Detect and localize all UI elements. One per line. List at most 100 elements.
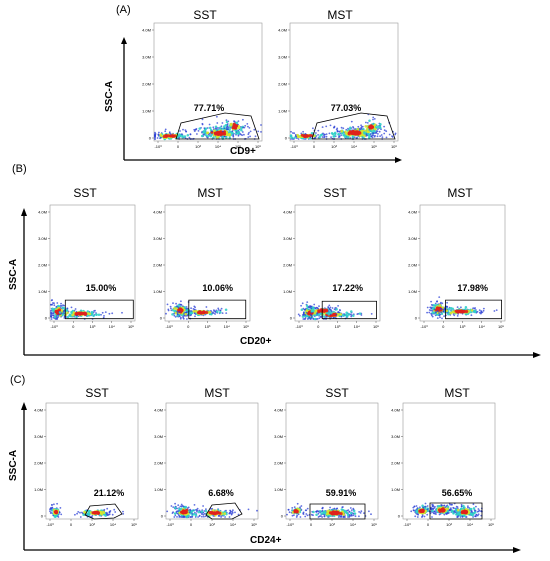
panel-c-label: (C) (10, 374, 26, 386)
panel-b-density-point (313, 303, 316, 306)
panel-b-density-point (337, 311, 339, 314)
panel-b-xtick-label: -10³ (50, 324, 58, 329)
panel-c-density-point (451, 503, 453, 506)
panel-b-density-peak (332, 312, 336, 317)
panel-a-density-point (241, 131, 244, 133)
panel-c-density-point (335, 507, 338, 510)
panel-b-density-point (207, 311, 211, 314)
panel-b-density-point (434, 302, 437, 305)
panel-c-density-peak (418, 509, 422, 513)
panel-b-ytick-label: 1.0M (408, 289, 417, 294)
panel-c-density-point (322, 511, 326, 514)
panel-b-density-point (426, 306, 429, 309)
panel-c-density-point (59, 506, 62, 509)
panel-b-ytick-label: 0 (160, 316, 163, 321)
panel-b-density-point (310, 315, 313, 318)
panel-a-density-point (365, 133, 368, 136)
panel-c-ytick-label: 2.0M (34, 461, 43, 466)
panel-b-gate (64, 299, 134, 320)
panel-a-density-point (325, 135, 328, 138)
panel-b-xtick-label: 10⁵ (373, 324, 379, 329)
panel-c-x-arrow (513, 547, 521, 553)
panel-b-density-point (53, 315, 57, 319)
panel-a-density-point (336, 129, 339, 132)
panel-c-density-point (341, 506, 344, 509)
panel-b-density-point (177, 306, 180, 309)
panel-b-label: (B) (12, 163, 27, 175)
panel-a-density-point (294, 135, 297, 138)
panel-a-density-point (333, 132, 337, 136)
panel-a-density-point (157, 131, 160, 134)
panel-c-xtick-label: 10⁴ (467, 522, 473, 527)
panel-c-y-arrow (21, 402, 27, 410)
panel-c-density-point (166, 510, 169, 513)
panel-c-density-point (456, 506, 459, 509)
panel-a-density-point (291, 132, 294, 134)
panel-b-density-point (179, 317, 182, 320)
panel-a-density-point (365, 127, 369, 131)
panel-c-density-point (172, 506, 175, 509)
panel-a-density-point (168, 131, 171, 134)
panel-b-density-point (219, 309, 222, 312)
panel-b-density-point (473, 307, 476, 310)
panel-b-density-point (50, 318, 53, 320)
panel-c-density-peak (440, 508, 444, 512)
panel-a-density-point (181, 136, 184, 139)
panel-b-ytick-label: 0 (415, 316, 418, 321)
panel-c-ytick-label: 2.0M (391, 461, 400, 466)
panel-c-density-point (443, 504, 446, 507)
panel-b-density-point (482, 307, 485, 310)
panel-b-xtick-label: 10³ (205, 324, 211, 329)
panel-c-density-point (111, 513, 114, 516)
panel-a-density-point (372, 132, 375, 135)
panel-b-y-arrow (21, 208, 27, 216)
panel-a-density-point (225, 136, 228, 139)
panel-b-density-point (90, 313, 94, 316)
panel-c-density-point (224, 516, 227, 518)
panel-c-density-point (462, 504, 465, 508)
panel-a-density-point (201, 122, 204, 125)
panel-b-density-point (183, 306, 187, 309)
panel-c-ytick-label: 1.0M (391, 487, 400, 492)
panel-c-density-point (423, 515, 426, 518)
panel-a-plot-frame (153, 22, 263, 142)
panel-c-density-point (203, 512, 206, 515)
panel-b-ytick-label: 0 (45, 316, 48, 321)
panel-a-xtick-label: 0 (177, 144, 180, 149)
panel-c-plot-frame (402, 402, 496, 520)
panel-b-density-peak (198, 310, 202, 314)
panel-b-ytick-label: 3.0M (408, 236, 417, 241)
panel-c-density-point (469, 508, 472, 511)
panel-c-density-peak (295, 510, 299, 514)
panel-c-ytick-label: 0 (161, 514, 164, 519)
panel-a-density-point (378, 125, 382, 129)
panel-b-gate (188, 299, 247, 320)
panel-b-density-point (438, 312, 440, 314)
panel-c-density-peak (185, 508, 189, 512)
panel-b-gate-percent: 10.06% (202, 283, 233, 293)
panel-b-density-point (51, 302, 54, 304)
panel-b-density-point (169, 305, 172, 308)
panel-a-gate (311, 112, 396, 140)
panel-b-density-point (54, 318, 57, 320)
panel-c-density-point (57, 516, 60, 518)
panel-b-density-point (438, 303, 442, 307)
panel-b-xtick-label: 0 (72, 324, 75, 329)
panel-b-density-point (108, 312, 111, 315)
panel-a-density-point (296, 135, 300, 139)
panel-a-density-point (225, 133, 229, 137)
panel-b-density-point (442, 310, 445, 313)
panel-c-ytick-label: 0 (281, 514, 284, 519)
panel-b-density-point (464, 306, 468, 309)
panel-c-density-point (452, 512, 455, 515)
panel-a-density-point (363, 131, 366, 134)
panel-c-density-point (299, 506, 302, 509)
panel-a-density-point (178, 134, 182, 137)
panel-a-density-point (237, 120, 240, 123)
panel-a-ytick-label: 2.0M (142, 82, 151, 87)
panel-c-gate (84, 503, 123, 520)
panel-b-density-point (428, 311, 431, 314)
panel-b-density-point (338, 311, 341, 314)
panel-a-density-point (353, 136, 356, 139)
panel-a-density-point (364, 121, 367, 124)
